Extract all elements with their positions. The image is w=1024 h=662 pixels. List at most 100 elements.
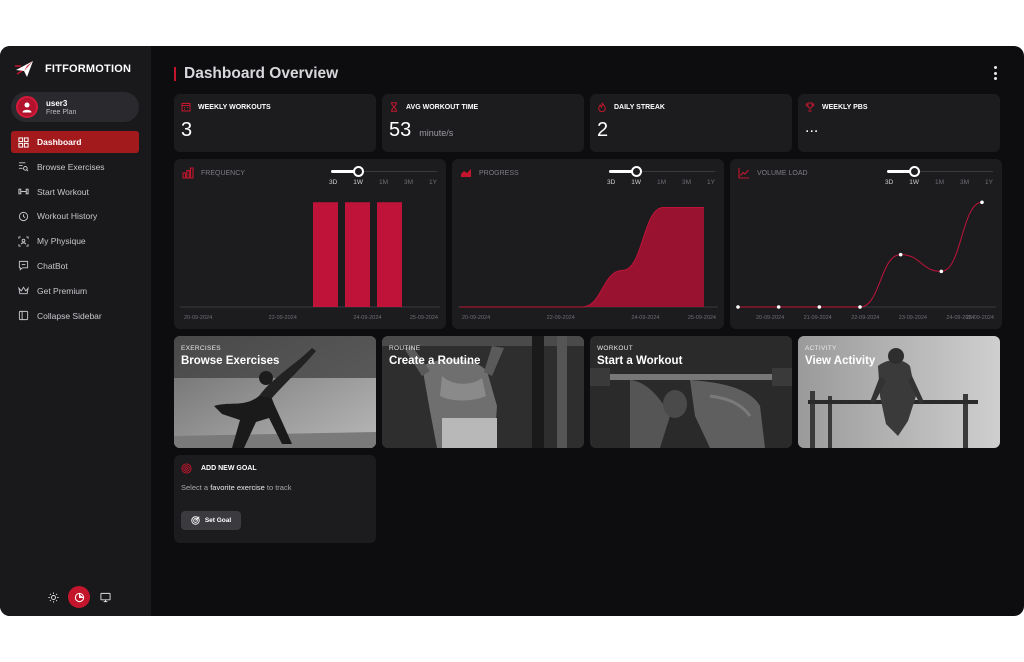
range-knob[interactable] [908,166,920,177]
range-option-3m[interactable]: 3M [960,179,970,186]
brand[interactable]: FITFORMOTION [0,46,151,82]
volume-point[interactable] [898,252,903,257]
target-icon [191,516,200,525]
stat-label: WEEKLY WORKOUTS [198,103,271,111]
frequency-bar[interactable] [377,202,402,307]
tile-category: ROUTINE [389,345,421,352]
stat-value: 2 [597,119,609,141]
volume-point[interactable] [858,305,862,309]
stat-card-weekly-workouts: WEEKLY WORKOUTS 3 [174,94,376,152]
sidebar-item-chatbot[interactable]: ChatBot [11,255,139,277]
range-option-3m[interactable]: 3M [682,179,692,186]
progress-chart: 20-09-2024 22-09-2024 24-09-2024 25-09-2024 [458,206,718,321]
page-title: Dashboard Overview [184,65,339,82]
x-tick-label: 23-09-2024 [899,315,927,321]
app-window: FITFORMOTION user3 Free Plan Dashboard [0,46,1024,616]
main-content: Dashboard Overview WEEKLY WORKOUTS 3 AVG… [151,46,1024,616]
hourglass-icon [391,102,397,112]
sidebar-item-label: Workout History [37,211,98,222]
range-slider[interactable]: 3D 1W 1M 3M 1Y [883,164,995,189]
stat-label: DAILY STREAK [614,103,665,111]
tile-create-routine[interactable]: ROUTINE Create a Routine [382,336,584,448]
tile-browse-exercises[interactable]: EXERCISES Browse Exercises [174,336,376,448]
volume-point[interactable] [817,305,822,309]
tile-category: EXERCISES [181,345,221,352]
light-theme-button[interactable] [42,586,64,608]
sidebar-item-label: My Physique [37,236,86,247]
sidebar-item-get-premium[interactable]: Get Premium [11,280,139,302]
tile-view-activity[interactable]: ACTIVITY View Activity [798,336,1000,448]
x-tick-label: 25-09-2024 [688,315,716,321]
frequency-bar[interactable] [345,202,370,307]
x-tick-label: 22-09-2024 [269,315,297,321]
volume-load-chart: 20-09-2024 21-09-2024 22-09-2024 23-09-2024… [736,200,996,321]
tile-title: View Activity [805,355,876,367]
sidebar-item-browse-exercises[interactable]: Browse Exercises [11,156,139,178]
x-tick-label: 20-09-2024 [184,315,212,321]
stat-card-avg-workout-time: AVG WORKOUT TIME 53 minute/s [382,94,584,152]
sidebar-item-my-physique[interactable]: My Physique [11,230,139,252]
frequency-bar[interactable] [313,202,338,307]
chart-title: FREQUENCY [201,169,245,177]
more-options-icon[interactable] [992,66,998,80]
range-slider[interactable]: 3D 1W 1M 3M 1Y [327,164,439,189]
progress-line [460,206,704,308]
volume-point[interactable] [776,305,781,309]
monitor-icon [99,592,111,602]
theme-switcher [42,586,116,608]
dashboard-icon [18,136,29,148]
range-knob[interactable] [352,166,364,177]
sidebar-item-label: Dashboard [37,137,82,147]
range-option-3d[interactable]: 3D [329,179,338,186]
user-card[interactable]: user3 Free Plan [11,92,139,122]
sidebar: FITFORMOTION user3 Free Plan Dashboard [0,46,151,616]
history-icon [18,211,29,221]
range-option-3d[interactable]: 3D [885,179,894,186]
range-option-3m[interactable]: 3M [404,179,414,186]
range-option-1m[interactable]: 1M [657,179,667,186]
sun-icon [47,591,59,603]
x-tick-label: 24-09-2024 [353,315,381,321]
volume-point[interactable] [939,269,944,274]
avatar [16,96,38,118]
calendar-icon [181,102,191,112]
sidebar-item-workout-history[interactable]: Workout History [11,205,139,227]
moon-icon [74,592,84,602]
range-option-1w[interactable]: 1W [631,179,642,186]
range-option-1m[interactable]: 1M [935,179,945,186]
sidebar-item-collapse-sidebar[interactable]: Collapse Sidebar [11,305,139,327]
parallel-bars-photo [798,336,1000,448]
range-slider[interactable]: 3D 1W 1M 3M 1Y [605,164,717,189]
tile-title: Start a Workout [597,355,683,367]
sidebar-item-start-workout[interactable]: Start Workout [11,181,139,203]
progress-area [460,207,704,307]
dumbbell-icon [18,188,29,195]
dark-theme-button[interactable] [68,586,90,608]
set-goal-label: Set Goal [204,517,232,524]
sidebar-item-label: Browse Exercises [37,161,105,172]
x-tick-label: 22-09-2024 [547,315,575,321]
range-option-1y[interactable]: 1Y [429,179,437,186]
range-knob[interactable] [630,166,642,177]
range-option-1y[interactable]: 1Y [707,179,715,186]
range-option-1y[interactable]: 1Y [985,179,993,186]
volume-point[interactable] [980,200,984,205]
logo-icon [15,61,33,77]
trophy-icon [805,102,815,112]
goal-description: Select a favorite exercise to track [181,483,292,492]
volume-point[interactable] [736,305,740,309]
system-theme-button[interactable] [94,586,116,608]
range-option-1m[interactable]: 1M [379,179,389,186]
chart-card-progress: 20-09-2024 22-09-2024 24-09-2024 25-09-2024… [452,159,724,329]
range-option-1w[interactable]: 1W [353,179,364,186]
goal-title: ADD NEW GOAL [201,465,257,472]
set-goal-button[interactable]: Set Goal [181,511,241,530]
sidebar-nav: Dashboard Browse Exercises Start Workout… [11,131,139,329]
range-option-1w[interactable]: 1W [909,179,920,186]
range-option-3d[interactable]: 3D [607,179,616,186]
tile-start-workout[interactable]: WORKOUT Start a Workout [590,336,792,448]
browse-icon [18,162,29,172]
flame-icon [598,102,606,112]
sidebar-item-dashboard[interactable]: Dashboard [11,131,139,153]
title-accent [174,67,176,81]
